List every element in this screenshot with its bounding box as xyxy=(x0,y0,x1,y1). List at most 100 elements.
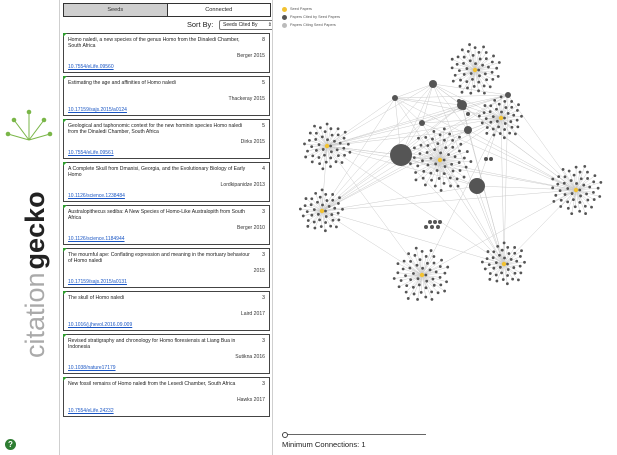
graph-node[interactable] xyxy=(596,186,600,190)
graph-node[interactable] xyxy=(401,267,405,271)
graph-node[interactable] xyxy=(509,258,513,261)
graph-node[interactable] xyxy=(484,157,488,161)
graph-node[interactable] xyxy=(433,148,437,152)
graph-node[interactable] xyxy=(435,169,439,172)
graph-node[interactable] xyxy=(399,279,403,282)
graph-node[interactable] xyxy=(508,131,512,135)
graph-node[interactable] xyxy=(443,138,446,142)
graph-node[interactable] xyxy=(323,153,326,157)
graph-node[interactable] xyxy=(445,280,448,284)
graph-node[interactable] xyxy=(462,61,465,65)
graph-node[interactable] xyxy=(306,219,310,222)
graph-node[interactable] xyxy=(436,225,440,229)
graph-node[interactable] xyxy=(459,78,462,82)
graph-node[interactable] xyxy=(458,84,462,88)
graph-node[interactable] xyxy=(442,158,446,162)
graph-node[interactable] xyxy=(462,55,466,59)
graph-node[interactable] xyxy=(458,69,461,73)
graph-node[interactable] xyxy=(433,220,437,224)
graph-node[interactable] xyxy=(495,119,499,123)
graph-node[interactable] xyxy=(554,193,558,197)
graph-node[interactable] xyxy=(419,290,423,294)
graph-node[interactable] xyxy=(485,126,489,129)
graph-node[interactable] xyxy=(477,114,481,118)
graph-node[interactable] xyxy=(331,193,335,196)
graph-node[interactable] xyxy=(329,144,333,148)
graph-node[interactable] xyxy=(517,278,520,282)
graph-node[interactable] xyxy=(480,260,484,264)
graph-node[interactable] xyxy=(448,132,452,136)
graph-node[interactable] xyxy=(458,169,462,172)
graph-node[interactable] xyxy=(432,255,436,258)
graph-node[interactable] xyxy=(392,95,398,101)
graph-node[interactable] xyxy=(462,156,466,160)
graph-node[interactable] xyxy=(306,224,310,228)
graph-node[interactable] xyxy=(469,72,473,75)
graph-node[interactable] xyxy=(458,135,461,139)
paper-card[interactable]: Geological and taphonomic context for th… xyxy=(63,119,270,159)
graph-node[interactable] xyxy=(456,55,460,59)
graph-node[interactable] xyxy=(485,257,489,261)
graph-node[interactable] xyxy=(330,150,333,154)
graph-node[interactable] xyxy=(406,297,410,300)
graph-node[interactable] xyxy=(326,138,329,142)
graph-node[interactable] xyxy=(438,276,442,279)
graph-node[interactable] xyxy=(346,142,350,146)
graph-node[interactable] xyxy=(414,171,418,174)
graph-node[interactable] xyxy=(421,159,424,163)
graph-node[interactable] xyxy=(325,199,329,202)
graph-node[interactable] xyxy=(432,130,436,133)
graph-node[interactable] xyxy=(392,277,396,280)
paper-doi-link[interactable]: 10.1016/j.jhevol.2016.09.009 xyxy=(68,322,133,328)
graph-node[interactable] xyxy=(477,89,480,93)
graph-node[interactable] xyxy=(484,117,488,121)
graph-node[interactable] xyxy=(482,84,486,88)
graph-node[interactable] xyxy=(402,259,406,263)
graph-node[interactable] xyxy=(465,80,469,84)
graph-node[interactable] xyxy=(318,218,322,222)
graph-node[interactable] xyxy=(516,109,519,112)
graph-node[interactable] xyxy=(451,145,455,149)
graph-node[interactable] xyxy=(424,255,428,258)
graph-node[interactable] xyxy=(489,120,493,124)
graph-node[interactable] xyxy=(462,73,466,76)
graph-node[interactable] xyxy=(478,57,482,61)
graph-node[interactable] xyxy=(519,255,522,258)
graph-node[interactable] xyxy=(485,131,489,135)
graph-node[interactable] xyxy=(342,136,346,140)
graph-node[interactable] xyxy=(413,253,417,257)
graph-node[interactable] xyxy=(558,189,562,193)
graph-node[interactable] xyxy=(503,256,506,260)
graph-node[interactable] xyxy=(429,171,433,175)
graph-node[interactable] xyxy=(592,198,596,201)
graph-node[interactable] xyxy=(498,265,502,269)
graph-node[interactable] xyxy=(321,148,325,151)
graph-node[interactable] xyxy=(469,178,485,194)
graph-node[interactable] xyxy=(551,177,555,181)
graph-node[interactable] xyxy=(434,162,438,166)
graph-node[interactable] xyxy=(319,126,322,130)
graph-node[interactable] xyxy=(304,197,308,200)
graph-node[interactable] xyxy=(450,66,454,70)
graph-node[interactable] xyxy=(562,181,566,185)
graph-node[interactable] xyxy=(468,43,471,46)
graph-node[interactable] xyxy=(494,273,498,277)
graph-node[interactable] xyxy=(559,205,563,208)
graph-node[interactable] xyxy=(423,183,427,187)
graph-node[interactable] xyxy=(312,208,316,212)
graph-node[interactable] xyxy=(318,195,322,199)
graph-node[interactable] xyxy=(572,198,575,201)
graph-node[interactable] xyxy=(421,176,425,180)
graph-node[interactable] xyxy=(433,184,437,188)
graph-node[interactable] xyxy=(439,188,443,192)
graph-node[interactable] xyxy=(451,169,455,173)
graph-node[interactable] xyxy=(519,271,523,275)
graph-node[interactable] xyxy=(432,283,436,287)
graph-node[interactable] xyxy=(474,62,477,66)
graph-node[interactable] xyxy=(431,137,434,141)
graph-node[interactable] xyxy=(583,204,587,208)
graph-node[interactable] xyxy=(310,197,314,201)
graph-node[interactable] xyxy=(520,249,523,253)
graph-node[interactable] xyxy=(462,175,466,179)
graph-node[interactable] xyxy=(425,279,429,283)
